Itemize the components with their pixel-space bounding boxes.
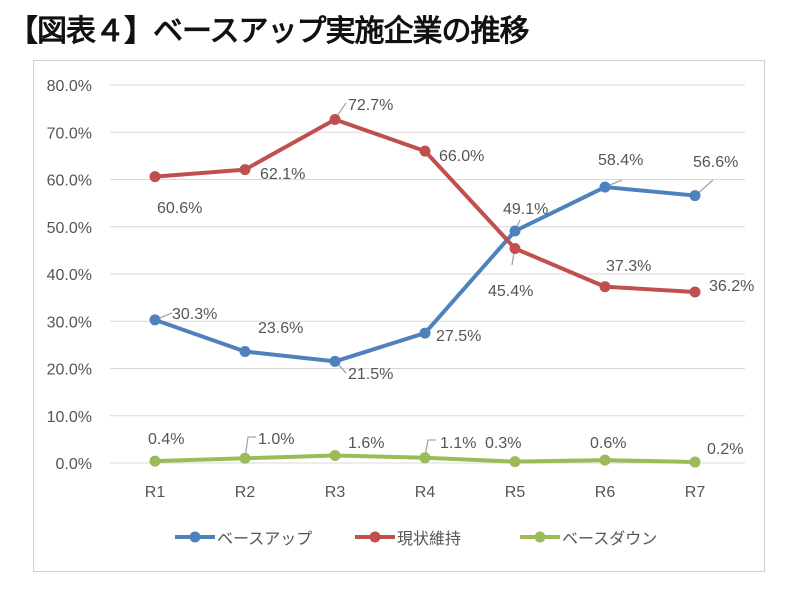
x-tick-label: R2: [235, 484, 256, 501]
legend-marker: [534, 531, 546, 543]
data-label: 49.1%: [503, 201, 548, 218]
x-tick-label: R6: [595, 484, 616, 501]
x-tick-label: R3: [325, 484, 346, 501]
data-label: 1.0%: [258, 431, 294, 448]
data-label: 66.0%: [439, 148, 484, 165]
legend-label: ベースアップ: [217, 530, 312, 548]
chart-frame: [33, 60, 765, 572]
data-label: 1.1%: [440, 435, 476, 452]
y-tick-label: 80.0%: [47, 78, 92, 95]
data-point: [599, 454, 611, 466]
y-tick-label: 70.0%: [47, 125, 92, 142]
y-tick-label: 50.0%: [47, 220, 92, 237]
data-point: [239, 164, 251, 176]
data-point: [689, 456, 701, 468]
data-point: [419, 327, 431, 339]
x-tick-label: R7: [685, 484, 706, 501]
data-label: 27.5%: [436, 328, 481, 345]
data-point: [509, 225, 521, 237]
y-tick-label: 0.0%: [56, 456, 92, 473]
data-label: 36.2%: [709, 278, 754, 295]
data-label: 45.4%: [488, 283, 533, 300]
data-label: 23.6%: [258, 320, 303, 337]
data-point: [689, 190, 701, 202]
data-label: 0.4%: [148, 431, 184, 448]
data-label: 1.6%: [348, 435, 384, 452]
data-point: [149, 171, 161, 183]
data-label: 0.3%: [485, 435, 521, 452]
x-tick-label: R4: [415, 484, 436, 501]
data-label: 58.4%: [598, 152, 643, 169]
data-point: [419, 145, 431, 157]
data-point: [239, 452, 251, 464]
leader-line: [424, 439, 436, 458]
data-point: [239, 345, 251, 357]
x-tick-label: R5: [505, 484, 526, 501]
y-tick-label: 20.0%: [47, 362, 92, 379]
data-point: [509, 456, 521, 468]
data-point: [149, 455, 161, 467]
data-label: 56.6%: [693, 154, 738, 171]
data-label: 37.3%: [606, 258, 651, 275]
data-label: 72.7%: [348, 97, 393, 114]
data-label: 0.6%: [590, 435, 626, 452]
y-tick-label: 10.0%: [47, 409, 92, 426]
data-label: 21.5%: [348, 366, 393, 383]
legend-label: ベースダウン: [562, 530, 657, 548]
data-label: 0.2%: [707, 441, 743, 458]
y-tick-label: 60.0%: [47, 173, 92, 190]
data-point: [509, 242, 521, 254]
y-tick-label: 40.0%: [47, 267, 92, 284]
x-tick-label: R1: [145, 484, 166, 501]
data-label: 30.3%: [172, 306, 217, 323]
data-point: [419, 452, 431, 464]
data-point: [329, 113, 341, 125]
data-point: [599, 181, 611, 193]
data-label: 60.6%: [157, 200, 202, 217]
legend-marker: [369, 531, 381, 543]
data-label: 62.1%: [260, 166, 305, 183]
chart-title: 【図表４】ベースアップ実施企業の推移: [8, 14, 529, 49]
y-tick-label: 30.0%: [47, 314, 92, 331]
leader-line: [244, 436, 256, 459]
data-point: [149, 314, 161, 326]
data-point: [599, 281, 611, 293]
data-point: [329, 449, 341, 461]
data-point: [329, 355, 341, 367]
data-point: [689, 286, 701, 298]
legend-label: 現状維持: [397, 530, 461, 548]
legend-marker: [189, 531, 201, 543]
